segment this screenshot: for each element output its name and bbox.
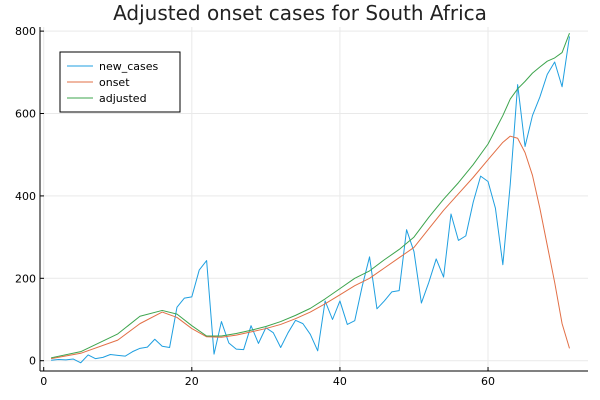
x-tick-label: 20 <box>185 375 199 388</box>
x-ticks: 0 20 40 60 <box>40 367 495 388</box>
chart-title: Adjusted onset cases for South Africa <box>113 1 487 25</box>
series-line-new-cases <box>51 36 570 364</box>
y-tick-label: 0 <box>29 355 36 368</box>
series-lines <box>51 33 570 364</box>
y-tick-label: 800 <box>15 25 36 38</box>
x-tick-label: 60 <box>481 375 495 388</box>
series-line-adjusted <box>51 33 570 359</box>
grid <box>40 27 588 371</box>
legend-label-onset: onset <box>99 76 130 89</box>
legend-label-adjusted: adjusted <box>99 92 147 105</box>
y-tick-label: 400 <box>15 190 36 203</box>
y-tick-label: 200 <box>15 272 36 285</box>
y-ticks: 0 200 400 600 800 <box>15 25 44 368</box>
x-tick-label: 0 <box>40 375 47 388</box>
series-line-onset <box>51 135 570 360</box>
legend-label-new-cases: new_cases <box>99 60 159 73</box>
y-tick-label: 600 <box>15 108 36 121</box>
axes <box>39 27 588 372</box>
x-tick-label: 40 <box>333 375 347 388</box>
